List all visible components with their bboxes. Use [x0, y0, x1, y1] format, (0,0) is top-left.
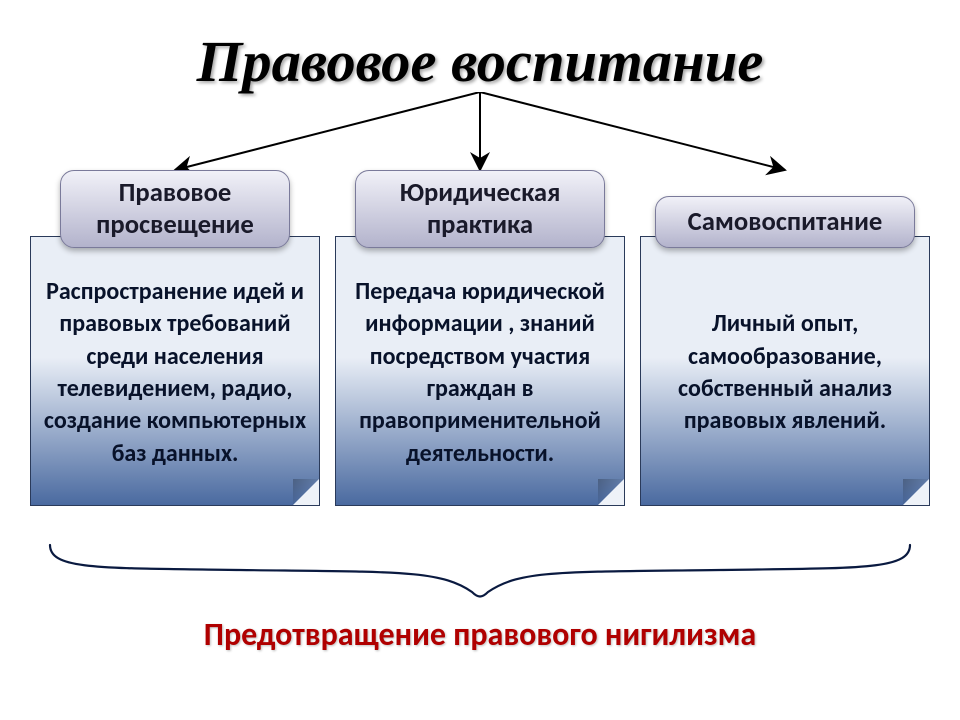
card-self-education: Личный опыт, самообразование, собственны… [640, 236, 930, 506]
column-2: Юридическая практика Передача юридическо… [335, 170, 625, 506]
pill-self-education: Самовоспитание [655, 196, 915, 248]
pill-legal-practice: Юридическая практика [355, 170, 605, 248]
page-title: Правовое воспитание [0, 28, 960, 95]
column-3: Самовоспитание Личный опыт, самообразова… [640, 170, 930, 506]
column-1: Правовое просвещение Распространение иде… [30, 170, 320, 506]
card-legal-education: Распространение идей и правовых требован… [30, 236, 320, 506]
bottom-brace [40, 540, 920, 610]
conclusion-text: Предотвращение правового нигилизма [0, 615, 960, 654]
arrow-to-col3 [480, 92, 785, 170]
brace-path [50, 545, 910, 597]
arrow-to-col1 [175, 92, 480, 170]
card-legal-practice: Передача юридической информации , знаний… [335, 236, 625, 506]
pill-legal-education: Правовое просвещение [60, 170, 290, 248]
